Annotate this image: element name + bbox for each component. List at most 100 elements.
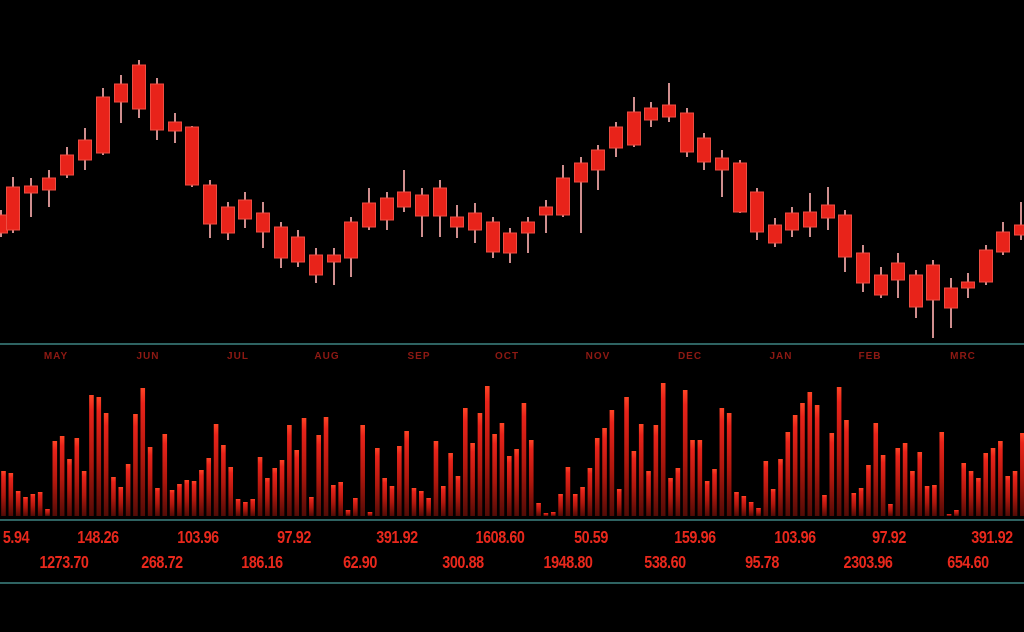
candlestick: [344, 217, 358, 277]
volume-bar: [250, 499, 256, 516]
readout-value: 2303.96: [843, 552, 893, 572]
volume-bar: [367, 512, 373, 516]
volume-bar: [448, 453, 453, 516]
volume-bar: [287, 425, 292, 516]
volume-bar: [360, 425, 365, 516]
volume-bar: [309, 497, 314, 516]
candlestick: [256, 202, 270, 248]
volume-bar: [807, 392, 813, 516]
candle-body: [591, 149, 605, 171]
volume-bar: [932, 485, 937, 516]
volume-bar: [169, 490, 175, 516]
candle-body: [415, 194, 429, 217]
candlestick: [627, 97, 641, 147]
volume-bar: [763, 461, 769, 516]
candlestick: [60, 147, 74, 178]
candlestick: [556, 165, 570, 217]
candle-body: [6, 186, 20, 231]
volume-bar: [726, 413, 732, 516]
readout-value: 1608.60: [475, 527, 525, 547]
candle-body: [821, 204, 835, 219]
volume-bar: [353, 498, 358, 516]
volume-bar: [155, 488, 160, 516]
volume-bar: [433, 441, 439, 516]
volume-bar: [96, 397, 102, 516]
candle-body: [944, 287, 958, 309]
volume-bar: [851, 493, 857, 516]
volume-bar: [15, 491, 21, 516]
volume-bar: [741, 496, 747, 516]
volume-bar: [419, 491, 424, 516]
candle-body: [838, 214, 852, 258]
volume-bar: [990, 448, 996, 516]
volume-bar: [719, 408, 725, 516]
volume-bar: [536, 503, 541, 516]
volume-bar: [792, 415, 798, 516]
month-label-jul: JUL: [227, 351, 249, 362]
volume-bar: [954, 510, 959, 516]
volume-chart: [1, 383, 1024, 516]
candlestick: [644, 102, 658, 127]
candlestick: [944, 278, 958, 328]
candle-body: [697, 137, 711, 163]
candle-body: [785, 212, 799, 231]
candle-body: [327, 254, 341, 263]
candle-body: [114, 83, 128, 103]
candlestick-chart: [0, 60, 1024, 338]
candlestick: [574, 157, 588, 233]
candlestick: [979, 245, 993, 285]
candle-body: [891, 262, 905, 281]
candlestick: [1014, 202, 1024, 240]
volume-bar: [382, 478, 387, 516]
candle-body: [291, 236, 305, 263]
candle-body: [1014, 224, 1024, 236]
volume-bar: [470, 443, 475, 516]
readout-value: 391.92: [376, 527, 418, 547]
volume-bar: [800, 403, 805, 516]
volume-bar: [829, 433, 835, 516]
volume-bar: [734, 492, 739, 516]
candle-body: [996, 231, 1010, 253]
volume-bar: [52, 441, 58, 516]
volume-bar: [81, 471, 87, 516]
candlestick: [168, 113, 182, 143]
volume-bar: [814, 405, 820, 516]
volume-bar: [147, 447, 153, 516]
candle-body: [203, 184, 217, 225]
candle-body: [768, 224, 782, 244]
candlestick: [803, 193, 817, 237]
volume-bar: [499, 423, 505, 516]
volume-bar: [111, 477, 116, 516]
volume-bar: [836, 387, 842, 516]
candlestick: [856, 245, 870, 292]
candle-body: [78, 139, 92, 161]
candlestick: [221, 202, 235, 240]
candle-body: [380, 197, 394, 221]
volume-bar: [404, 431, 409, 516]
volume-bar: [712, 469, 717, 516]
separator-line-top: [0, 343, 1024, 345]
volume-bar: [455, 476, 461, 516]
candle-body: [468, 212, 482, 231]
volume-bar: [89, 395, 94, 516]
month-label-jan: JAN: [769, 351, 793, 362]
month-label-dec: DEC: [677, 351, 703, 362]
candlestick: [750, 188, 764, 240]
volume-bar: [37, 492, 43, 516]
volume-bar: [939, 432, 945, 516]
candlestick: [274, 222, 288, 268]
candle-body: [521, 221, 535, 234]
volume-bar: [924, 486, 930, 516]
volume-bar: [162, 434, 168, 516]
volume-bar: [45, 509, 50, 516]
readout-value: 654.60: [947, 552, 989, 572]
candle-body: [168, 121, 182, 132]
candlestick: [785, 207, 799, 237]
month-label-oct: OCT: [494, 351, 520, 362]
volume-bar: [697, 440, 703, 516]
candle-body: [309, 254, 323, 276]
readout-value: 538.60: [644, 552, 686, 572]
candle-body: [574, 162, 588, 183]
volume-bar: [961, 463, 967, 516]
